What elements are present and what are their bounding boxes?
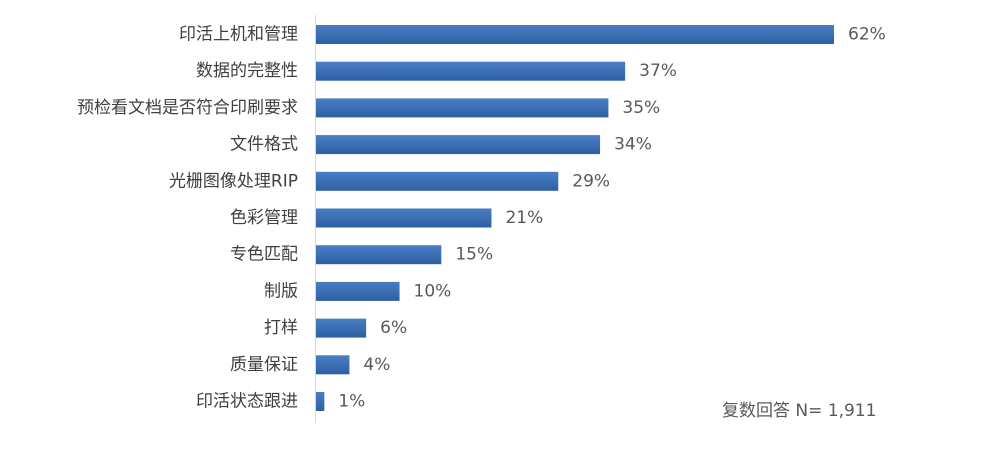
bar-7 <box>316 245 442 265</box>
bar-10 <box>316 355 350 375</box>
value-label: 37% <box>639 61 677 81</box>
category-label: 专色匹配 <box>230 245 298 265</box>
category-label: 数据的完整性 <box>196 61 298 81</box>
value-label: 4% <box>363 355 390 375</box>
value-label: 15% <box>455 245 493 265</box>
category-label: 质量保证 <box>230 355 298 375</box>
category-label: 色彩管理 <box>230 208 298 228</box>
value-label: 10% <box>414 281 452 301</box>
category-label: 制版 <box>264 281 298 301</box>
category-label: 印活状态跟进 <box>196 392 298 412</box>
bar-2 <box>316 61 626 81</box>
bar-8 <box>316 281 400 301</box>
value-label: 35% <box>622 98 660 118</box>
value-label: 21% <box>505 208 543 228</box>
category-label: 光栅图像处理RIP <box>169 171 298 191</box>
bar-9 <box>316 318 367 338</box>
bar-3 <box>316 98 609 118</box>
value-label: 29% <box>572 171 610 191</box>
bar-6 <box>316 208 492 228</box>
bars-group <box>316 25 834 411</box>
value-label: 62% <box>848 25 886 45</box>
value-label: 1% <box>338 392 365 412</box>
value-labels-group: 62% 37% 35% 34%29% 21% 15%10% 6% 4% 1% <box>338 25 885 412</box>
bar-5 <box>316 171 559 191</box>
bar-11 <box>316 392 325 411</box>
respondent-count-note: 复数回答 N= 1,911 <box>722 401 877 421</box>
category-label: 印活上机和管理 <box>179 25 298 45</box>
category-label: 打样 <box>264 318 298 338</box>
category-label: 预检看文档是否符合印刷要求 <box>77 98 298 118</box>
bar-1 <box>316 25 834 44</box>
value-label: 34% <box>614 135 652 155</box>
bar-4 <box>316 135 601 155</box>
value-label: 6% <box>380 318 407 338</box>
category-label: 文件格式 <box>230 135 298 155</box>
